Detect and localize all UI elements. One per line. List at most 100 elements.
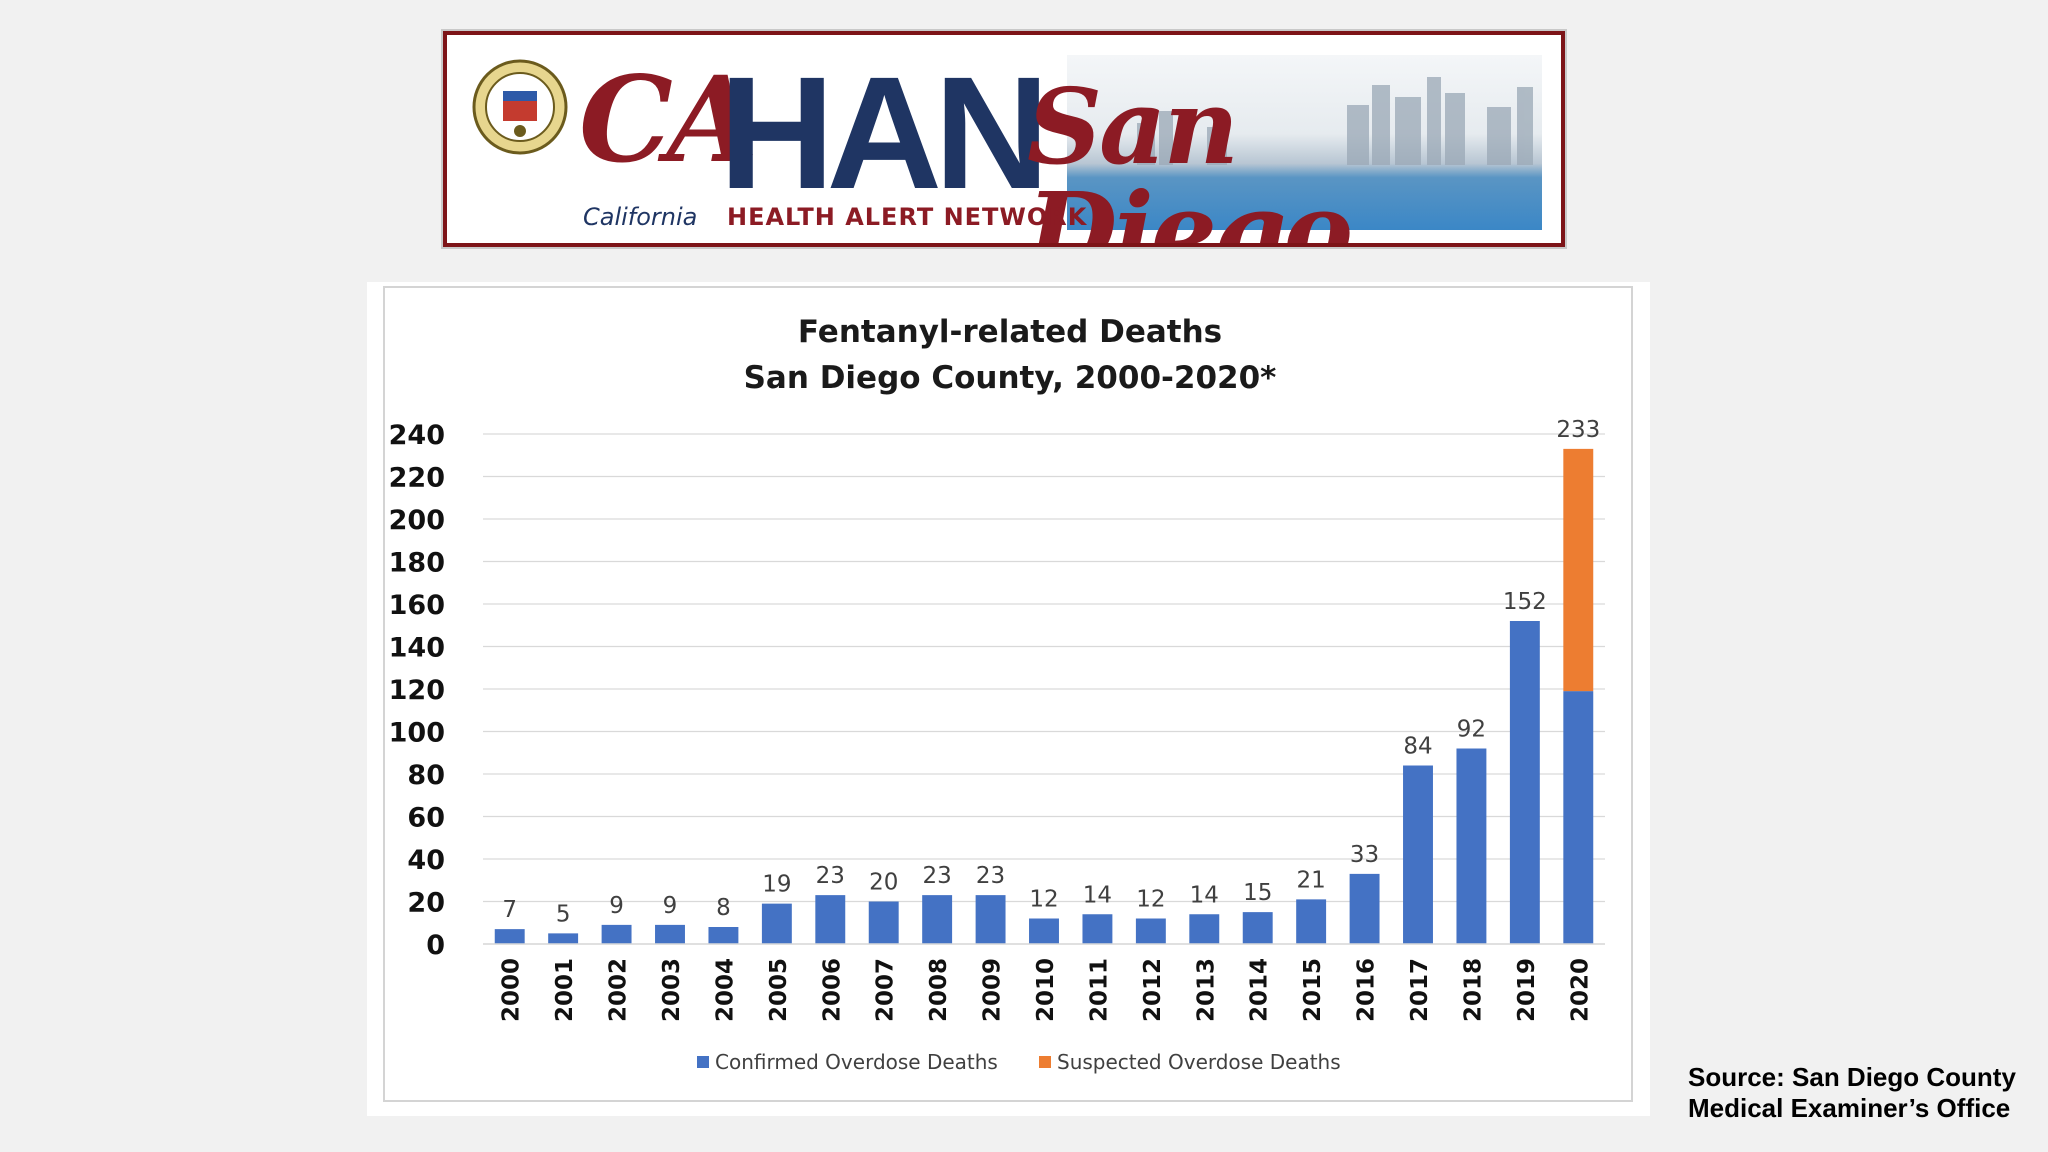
bar-confirmed [1456, 748, 1487, 944]
bar-confirmed [1082, 914, 1113, 944]
x-tick-label: 2018 [1460, 958, 1486, 1022]
data-label: 9 [609, 893, 624, 919]
data-label: 14 [1083, 882, 1112, 908]
data-label: 21 [1297, 867, 1326, 893]
bar-confirmed [1242, 912, 1273, 944]
y-tick-label: 180 [389, 548, 445, 579]
data-label: 152 [1503, 589, 1547, 615]
data-label: 33 [1350, 842, 1379, 868]
bar-confirmed [1509, 621, 1540, 944]
x-tick-label: 2013 [1193, 958, 1219, 1022]
han-banner: CA HAN San Diego California HEALTH ALERT… [443, 31, 1565, 247]
y-tick-label: 140 [389, 633, 445, 664]
data-label: 12 [1136, 887, 1165, 913]
x-tick-label: 2012 [1140, 958, 1166, 1022]
x-tick-label: 2008 [926, 958, 952, 1022]
data-label: 12 [1029, 887, 1058, 913]
x-tick-label: 2005 [766, 958, 792, 1022]
banner-location-text: San Diego [1027, 65, 1353, 247]
bar-chart: 0204060801001201401601802002202407200052… [389, 417, 1605, 1022]
x-tick-label: 2000 [499, 958, 525, 1022]
bar-confirmed [494, 929, 525, 944]
x-tick-label: 2019 [1514, 958, 1540, 1022]
data-label: 23 [816, 863, 845, 889]
x-tick-label: 2009 [980, 958, 1006, 1022]
bar-confirmed [1296, 899, 1327, 944]
county-seal-icon [472, 59, 568, 155]
bar-confirmed [922, 895, 953, 944]
chart-frame: Fentanyl-related Deaths San Diego County… [383, 286, 1633, 1102]
y-tick-label: 40 [407, 845, 445, 876]
banner-subtitle-network: HEALTH ALERT NETWORK [727, 203, 1088, 231]
legend-label-confirmed: Confirmed Overdose Deaths [715, 1050, 998, 1074]
legend-swatch-suspected [1039, 1056, 1051, 1068]
bar-confirmed [1189, 914, 1220, 944]
data-label: 15 [1243, 880, 1272, 906]
x-tick-label: 2001 [552, 958, 578, 1022]
data-label: 20 [869, 870, 898, 896]
data-label: 14 [1190, 882, 1219, 908]
x-tick-label: 2020 [1567, 958, 1593, 1022]
x-tick-label: 2017 [1407, 958, 1433, 1022]
legend-item-suspected: Suspected Overdose Deaths [1039, 1050, 1341, 1074]
chart-panel: Fentanyl-related Deaths San Diego County… [367, 282, 1650, 1116]
bar-confirmed [975, 895, 1006, 944]
source-line-1: Source: San Diego County [1688, 1062, 2016, 1092]
banner-ca-text: CA [579, 50, 759, 189]
y-tick-label: 160 [389, 590, 445, 621]
x-tick-label: 2004 [712, 958, 738, 1022]
x-tick-label: 2015 [1300, 958, 1326, 1022]
data-label: 5 [556, 901, 571, 927]
bar-confirmed [815, 895, 846, 944]
bar-confirmed [601, 924, 632, 944]
data-label: 233 [1556, 417, 1600, 443]
data-label: 9 [663, 893, 678, 919]
skyline-buildings [1137, 77, 1533, 165]
x-tick-label: 2003 [659, 958, 685, 1022]
bar-confirmed [1403, 765, 1433, 944]
data-label: 92 [1457, 717, 1486, 743]
data-label: 84 [1403, 734, 1432, 760]
bar-confirmed [708, 927, 739, 944]
y-tick-label: 100 [389, 718, 445, 749]
data-label: 19 [762, 872, 791, 898]
bar-confirmed [1563, 691, 1594, 944]
x-tick-label: 2007 [873, 958, 899, 1022]
y-tick-label: 80 [407, 760, 445, 791]
y-tick-label: 200 [389, 505, 445, 536]
source-note: Source: San Diego County Medical Examine… [1688, 1062, 2016, 1124]
bar-confirmed [1029, 918, 1059, 944]
y-tick-label: 0 [426, 930, 445, 961]
bar-confirmed [1349, 873, 1380, 944]
y-tick-label: 120 [389, 675, 445, 706]
bar-suspected [1563, 448, 1594, 692]
x-tick-label: 2014 [1247, 958, 1273, 1022]
y-tick-label: 220 [389, 463, 445, 494]
bar-confirmed [761, 903, 792, 944]
x-tick-label: 2016 [1354, 958, 1380, 1022]
y-tick-label: 60 [407, 803, 445, 834]
x-tick-label: 2006 [819, 958, 845, 1022]
legend-item-confirmed: Confirmed Overdose Deaths [697, 1050, 998, 1074]
bar-confirmed [548, 933, 579, 944]
legend-swatch-confirmed [697, 1056, 709, 1068]
bar-confirmed [655, 924, 685, 944]
bar-confirmed [868, 901, 899, 944]
x-tick-label: 2010 [1033, 958, 1059, 1022]
y-tick-label: 240 [389, 420, 445, 451]
x-tick-label: 2002 [606, 958, 632, 1022]
banner-han-text: HAN [719, 43, 1050, 222]
data-label: 23 [976, 863, 1005, 889]
banner-graphics [472, 59, 1533, 165]
chart-subtitle: San Diego County, 2000-2020* [743, 360, 1277, 396]
data-label: 23 [923, 863, 952, 889]
y-tick-label: 20 [407, 888, 445, 919]
bar-confirmed [1135, 918, 1166, 944]
x-tick-label: 2011 [1086, 958, 1112, 1022]
legend-label-suspected: Suspected Overdose Deaths [1057, 1050, 1341, 1074]
data-label: 8 [716, 895, 731, 921]
banner-subtitle-state: California [583, 203, 698, 231]
source-line-2: Medical Examiner’s Office [1688, 1093, 2011, 1123]
data-label: 7 [502, 897, 517, 923]
chart-title: Fentanyl-related Deaths [797, 314, 1223, 350]
